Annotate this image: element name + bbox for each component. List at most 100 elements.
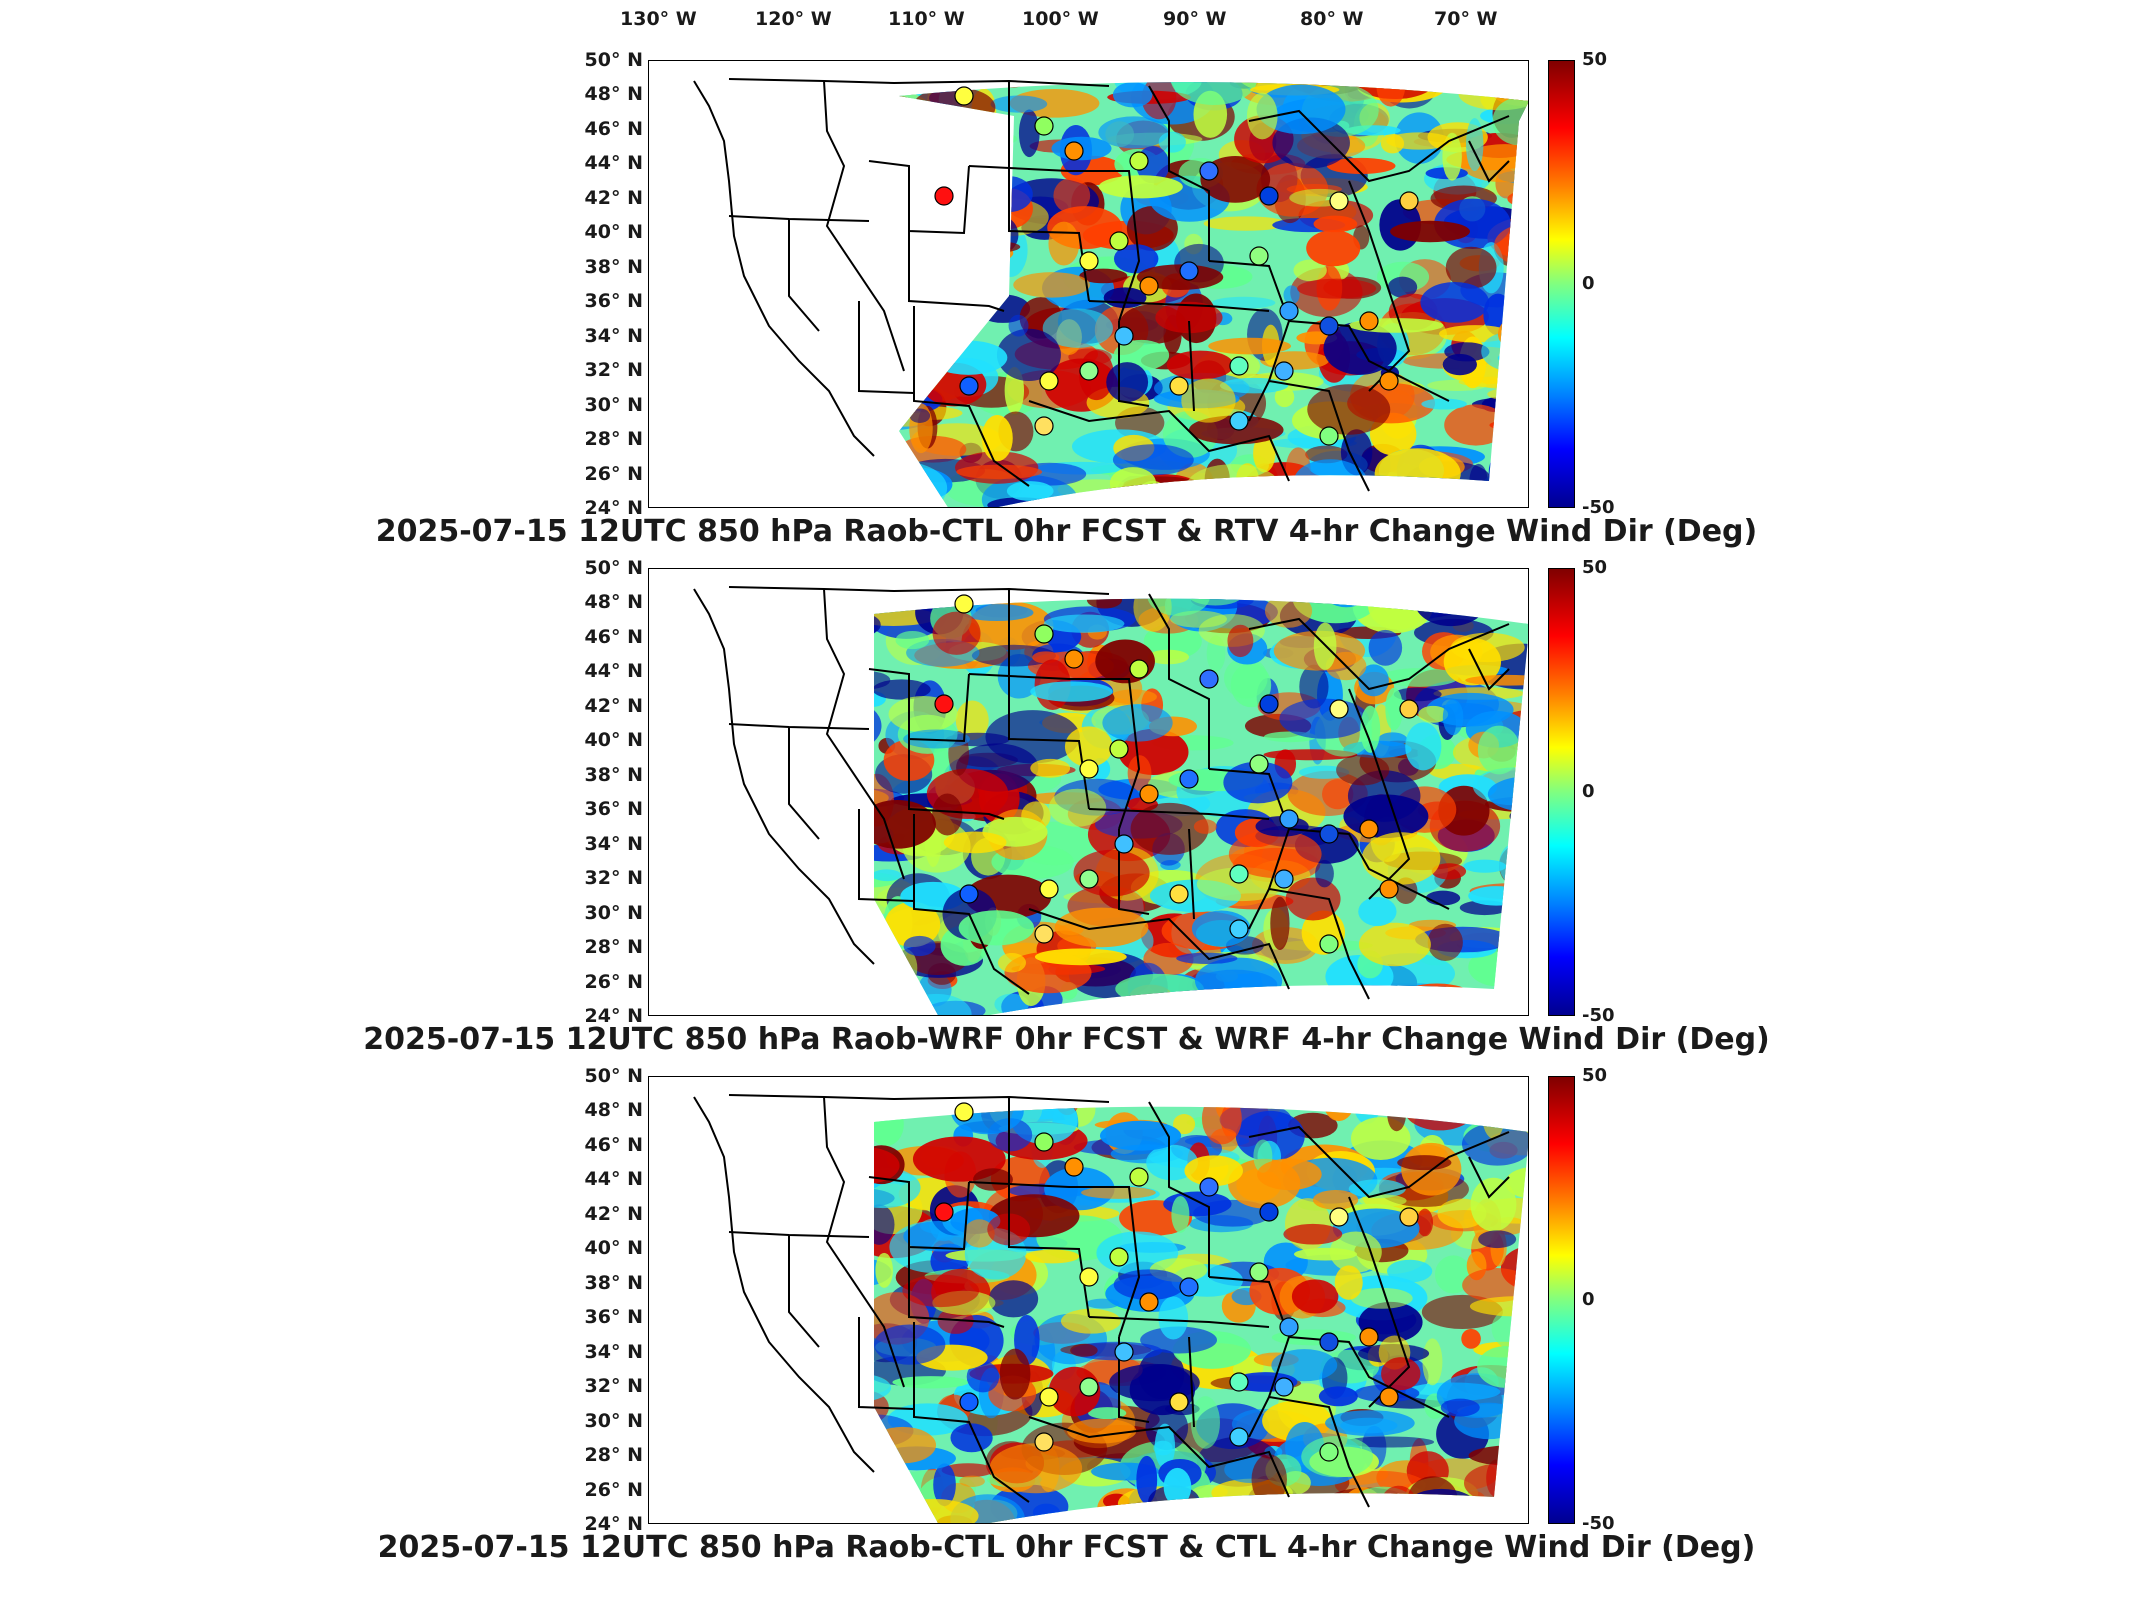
raob-station [1319, 1332, 1339, 1352]
map-canvas [693, 1094, 1528, 1523]
raob-station [1079, 759, 1099, 779]
raob-station [1169, 1392, 1189, 1412]
colorbar-tick-mid: 0 [1582, 273, 1595, 294]
raob-station [1379, 879, 1399, 899]
raob-station-markers [934, 86, 1419, 446]
raob-station [954, 594, 974, 614]
raob-station [1249, 1262, 1269, 1282]
raob-station [1079, 251, 1099, 271]
colorbar-tick-max: 50 [1582, 49, 1608, 70]
raob-station [1319, 426, 1339, 446]
raob-station [1274, 1377, 1294, 1397]
raob-station [1279, 1317, 1299, 1337]
raob-station [959, 884, 979, 904]
raob-station [1139, 784, 1159, 804]
lat-label: 28° N [584, 1444, 643, 1467]
raob-station [1079, 361, 1099, 381]
raob-station [1399, 1207, 1419, 1227]
raob-station [1379, 371, 1399, 391]
raob-station [934, 694, 954, 714]
raob-station [1079, 869, 1099, 889]
lon-label: 70° W [1434, 8, 1498, 30]
lat-label: 24° N [584, 497, 643, 519]
raob-station [1034, 624, 1054, 644]
raob-station [959, 376, 979, 396]
colorbar-tick-min: -50 [1582, 1005, 1615, 1026]
lat-label: 50° N [584, 557, 643, 579]
wind-dir-field [874, 598, 1528, 1015]
lat-label: 34° N [584, 1340, 643, 1363]
raob-station [1079, 1267, 1099, 1287]
raob-station [1034, 924, 1054, 944]
lat-label: 28° N [584, 936, 643, 959]
lat-label: 28° N [584, 428, 643, 451]
lat-label: 40° N [584, 1237, 643, 1260]
raob-station [1039, 1387, 1059, 1407]
lat-label: 44° N [584, 1168, 643, 1191]
raob-station [1359, 311, 1379, 331]
lat-label: 40° N [584, 221, 643, 244]
lat-label: 40° N [584, 729, 643, 752]
raob-station [1109, 1247, 1129, 1267]
raob-station [954, 86, 974, 106]
lon-label: 80° W [1300, 8, 1364, 30]
lat-label: 36° N [584, 290, 643, 313]
raob-station [1064, 141, 1084, 161]
lat-label: 32° N [584, 359, 643, 382]
lat-label: 42° N [584, 694, 643, 717]
lat-label: 32° N [584, 1375, 643, 1398]
raob-station [1229, 1372, 1249, 1392]
lat-label: 34° N [584, 324, 643, 347]
raob-station [1279, 809, 1299, 829]
raob-station [1229, 1427, 1249, 1447]
state-boundaries [693, 586, 1510, 1000]
raob-station [1229, 919, 1249, 939]
raob-station [1034, 116, 1054, 136]
lat-label: 46° N [584, 1133, 643, 1156]
raob-station [1109, 231, 1129, 251]
raob-station [1259, 186, 1279, 206]
raob-station [1064, 1157, 1084, 1177]
lat-label: 38° N [584, 1271, 643, 1294]
lat-label: 32° N [584, 867, 643, 890]
panel-title: 2025-07-15 12UTC 850 hPa Raob-CTL 0hr FC… [377, 1530, 1756, 1565]
raob-station [1329, 699, 1349, 719]
colorbar [1548, 60, 1575, 508]
raob-station [1199, 161, 1219, 181]
lon-label: 110° W [888, 8, 965, 30]
raob-station [1249, 246, 1269, 266]
raob-station [1129, 659, 1149, 679]
colorbar-tick-mid: 0 [1582, 781, 1595, 802]
colorbar-tick-max: 50 [1582, 1065, 1608, 1086]
raob-station-markers [934, 594, 1419, 954]
lat-label: 46° N [584, 117, 643, 140]
raob-station [1399, 191, 1419, 211]
map-canvas [693, 586, 1528, 1015]
lat-label: 26° N [584, 970, 643, 993]
raob-station [1199, 669, 1219, 689]
lon-label: 120° W [755, 8, 832, 30]
raob-station [1114, 834, 1134, 854]
lat-label: 34° N [584, 832, 643, 855]
lat-label: 24° N [584, 1513, 643, 1535]
panel-title: 2025-07-15 12UTC 850 hPa Raob-WRF 0hr FC… [363, 1022, 1770, 1057]
raob-station [1229, 356, 1249, 376]
lon-label: 100° W [1022, 8, 1099, 30]
colorbar-tick-mid: 0 [1582, 1289, 1595, 1310]
raob-station [1129, 1167, 1149, 1187]
raob-station [1274, 869, 1294, 889]
raob-station [954, 1102, 974, 1122]
raob-station [1249, 754, 1269, 774]
raob-station [934, 1202, 954, 1222]
lat-label: 44° N [584, 152, 643, 175]
lat-label: 26° N [584, 462, 643, 485]
raob-station [1034, 416, 1054, 436]
map-canvas [693, 78, 1528, 507]
lat-label: 36° N [584, 798, 643, 821]
raob-station [1169, 376, 1189, 396]
raob-station [1319, 1442, 1339, 1462]
raob-station [1274, 361, 1294, 381]
lat-label: 26° N [584, 1478, 643, 1501]
wind-dir-field [874, 1106, 1528, 1523]
raob-station [1319, 316, 1339, 336]
